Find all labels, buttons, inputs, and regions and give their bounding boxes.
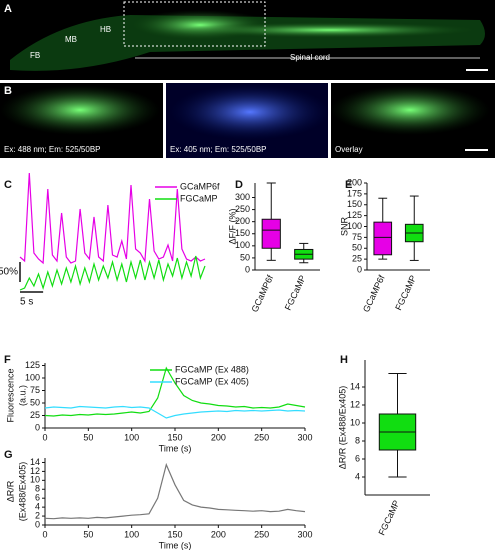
x-tick-label: 250	[254, 529, 269, 539]
box	[261, 218, 281, 249]
panel-label: B	[4, 85, 12, 97]
legend-label: FGCaMP	[180, 193, 218, 203]
x-tick-label: 150	[167, 529, 182, 539]
panel-label: C	[4, 179, 12, 191]
y-axis-label: (Ex488/Ex405)	[17, 462, 27, 522]
x-tick-label: FGCaMP	[393, 274, 418, 312]
y-tick-label: 100	[25, 372, 40, 382]
x-axis-label: Time (s)	[159, 540, 192, 550]
x-tick-label: GCaMP6f	[361, 273, 387, 313]
y-tick-label: 4	[35, 502, 40, 512]
y-axis-label: Fluorescence	[5, 368, 15, 422]
panel-label: D	[235, 179, 243, 191]
y-tick-label: 50	[240, 252, 250, 262]
y-tick-label: 10	[30, 475, 40, 485]
y-tick-label: 8	[355, 435, 360, 445]
x-tick-label: 0	[42, 432, 47, 442]
panel-a-image: A FB MB HB Spinal cord	[0, 0, 495, 80]
x-tick-label: 150	[167, 432, 182, 442]
y-tick-label: 125	[347, 210, 362, 220]
x-tick-label: 100	[124, 529, 139, 539]
y-tick-label: 10	[350, 417, 360, 427]
x-tick-label: 200	[211, 529, 226, 539]
y-tick-label: 6	[35, 493, 40, 503]
region-label: MB	[65, 35, 77, 44]
y-tick-label: 125	[25, 360, 40, 370]
panel-label: F	[4, 354, 11, 366]
y-axis-label: ΔF/F (%)	[227, 208, 237, 244]
y-tick-label: 100	[235, 240, 250, 250]
panel-label: H	[340, 354, 348, 366]
y-tick-label: 75	[30, 385, 40, 395]
y-tick-label: 0	[35, 422, 40, 432]
y-tick-label: 50	[352, 243, 362, 253]
image-caption: Ex: 488 nm; Em: 525/50BP	[4, 145, 101, 154]
y-axis-label: SNR	[339, 217, 349, 237]
panel-label: E	[345, 179, 352, 191]
y-tick-label: 14	[30, 457, 40, 467]
y-tick-label: 150	[347, 199, 362, 209]
line	[19, 172, 206, 265]
x-tick-label: 250	[254, 432, 269, 442]
y-tick-label: 0	[245, 264, 250, 274]
y-tick-label: 14	[350, 381, 360, 391]
x-tick-label: FGCaMP	[377, 499, 402, 537]
y-tick-label: 200	[347, 177, 362, 187]
line	[44, 405, 306, 419]
y-tick-label: 25	[352, 254, 362, 264]
x-tick-label: FGCaMP	[283, 274, 308, 312]
image-caption: Ex: 405 nm; Em: 525/50BP	[170, 145, 267, 154]
scale-bar-label: 5 s	[20, 297, 33, 308]
y-axis-label: ΔR/R (Ex488/Ex405)	[337, 386, 347, 470]
x-tick-label: 300	[297, 529, 312, 539]
region-label: Spinal cord	[290, 53, 330, 62]
y-axis-label: ΔR/R	[5, 480, 15, 502]
y-axis-label: (a.u.)	[17, 385, 27, 406]
y-tick-label: 175	[347, 188, 362, 198]
y-tick-label: 0	[35, 519, 40, 529]
y-tick-label: 12	[350, 399, 360, 409]
region-label: HB	[100, 25, 111, 34]
y-tick-label: 2	[35, 510, 40, 520]
y-tick-label: 12	[30, 466, 40, 476]
line	[44, 366, 306, 417]
x-axis-label: Time (s)	[159, 443, 192, 453]
panel-label: G	[4, 449, 13, 461]
y-tick-label: 200	[235, 216, 250, 226]
y-tick-label: 250	[235, 204, 250, 214]
y-tick-label: 300	[235, 192, 250, 202]
image-caption: Overlay	[335, 145, 363, 154]
x-tick-label: 0	[42, 529, 47, 539]
legend-label: FGCaMP (Ex 405)	[175, 376, 249, 386]
line	[44, 462, 306, 520]
y-tick-label: 25	[30, 410, 40, 420]
y-tick-label: 150	[235, 228, 250, 238]
x-tick-label: GCaMP6f	[249, 273, 275, 313]
x-tick-label: 300	[297, 432, 312, 442]
panel-label: A	[4, 3, 12, 15]
panel-b-images: B Ex: 488 nm; Em: 525/50BP Ex: 405 nm; E…	[0, 83, 495, 158]
y-tick-label: 100	[347, 221, 362, 231]
y-tick-label: 50	[30, 397, 40, 407]
x-tick-label: 50	[83, 432, 93, 442]
x-tick-label: 50	[83, 529, 93, 539]
scale-bar-label: 50%	[0, 267, 18, 278]
y-tick-label: 75	[352, 232, 362, 242]
box	[373, 221, 393, 256]
region-label: FB	[30, 51, 40, 60]
y-tick-label: 0	[357, 264, 362, 274]
legend-label: FGCaMP (Ex 488)	[175, 364, 249, 374]
x-tick-label: 100	[124, 432, 139, 442]
y-tick-label: 6	[355, 453, 360, 463]
line	[19, 255, 206, 291]
legend-label: GCaMP6f	[180, 181, 220, 191]
x-tick-label: 200	[211, 432, 226, 442]
y-tick-label: 4	[355, 471, 360, 481]
y-tick-label: 8	[35, 484, 40, 494]
